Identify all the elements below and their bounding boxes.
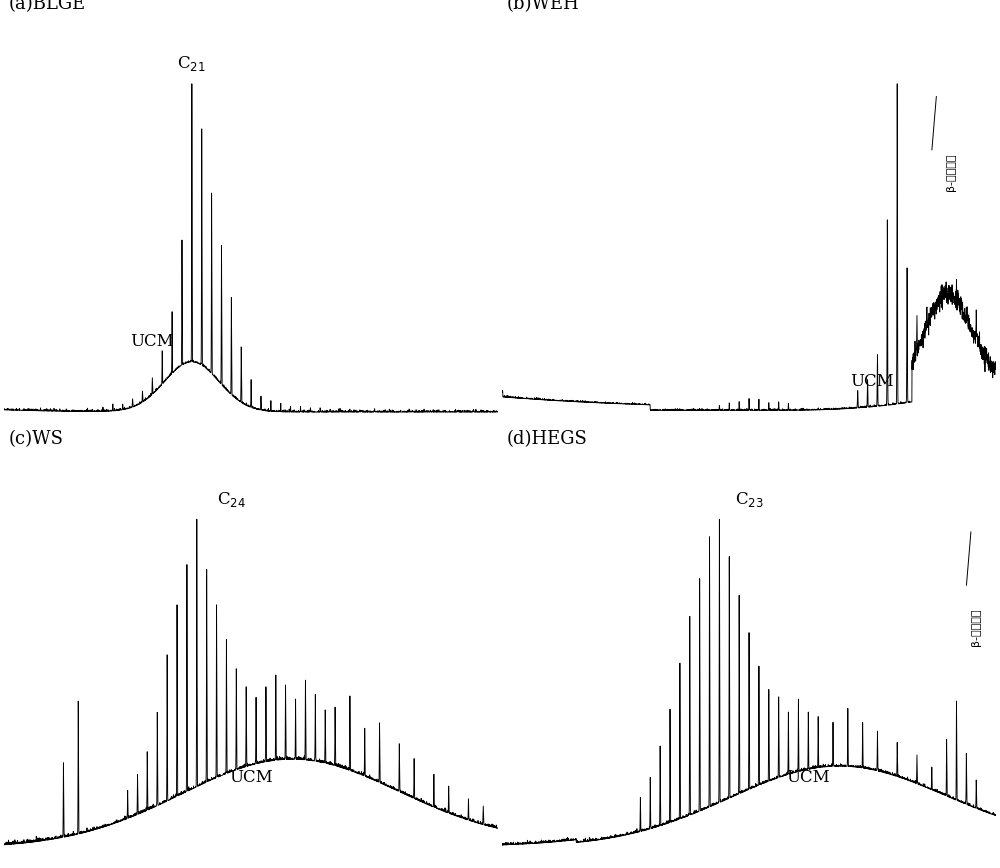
Text: C$_{23}$: C$_{23}$ xyxy=(735,490,763,509)
Text: UCM: UCM xyxy=(229,769,273,786)
Text: (d)HEGS: (d)HEGS xyxy=(507,431,588,449)
Text: UCM: UCM xyxy=(786,769,830,786)
Text: UCM: UCM xyxy=(851,372,894,390)
Text: (b)WEH: (b)WEH xyxy=(507,0,580,13)
Text: C$_{21}$: C$_{21}$ xyxy=(177,54,206,73)
Text: UCM: UCM xyxy=(130,333,174,351)
Text: C$_{24}$: C$_{24}$ xyxy=(217,490,246,509)
Text: (a)BLGE: (a)BLGE xyxy=(9,0,86,13)
Text: β-胡萝卜烷: β-胡萝卜烷 xyxy=(946,154,956,191)
Text: β-胡萝卜烷: β-胡萝卜烷 xyxy=(971,608,981,647)
Text: (c)WS: (c)WS xyxy=(9,431,64,449)
